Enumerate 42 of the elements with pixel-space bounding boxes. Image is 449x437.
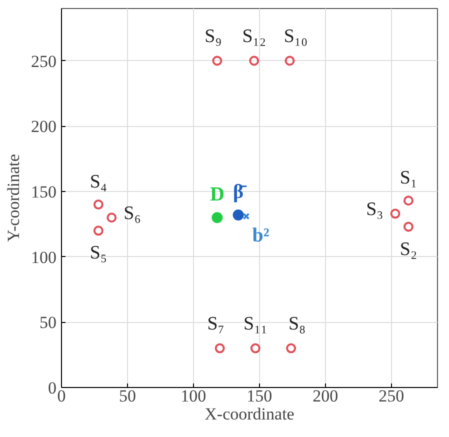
y-tick-label: 200 <box>31 117 56 136</box>
point <box>286 343 296 354</box>
y-tick-label: 250 <box>31 52 56 71</box>
point <box>250 343 260 354</box>
point <box>106 212 117 223</box>
series-label: b² <box>252 224 270 246</box>
annotation: S₁₂ <box>242 26 266 47</box>
y-tick-label: 150 <box>31 182 56 202</box>
point <box>403 222 414 232</box>
point <box>93 226 104 236</box>
y-axis-title: Y-coordinate <box>4 154 23 242</box>
x-axis-title: X-coordinate <box>204 404 294 424</box>
point <box>284 56 295 66</box>
x-tick-label: 250 <box>378 386 404 406</box>
y-tick-label: 50 <box>40 313 56 332</box>
point <box>212 212 223 224</box>
point <box>232 210 244 220</box>
annotation: S₁ <box>400 168 418 189</box>
y-tick-label: 100 <box>31 248 56 267</box>
annotation: S₈ <box>288 313 306 334</box>
point <box>212 56 222 66</box>
point <box>403 196 414 206</box>
x-tick-label: 50 <box>118 386 136 406</box>
point <box>242 212 250 220</box>
annotation: S₉ <box>204 26 222 47</box>
point <box>93 200 104 210</box>
annotation: S₁₁ <box>244 313 268 334</box>
annotation: S₇ <box>207 313 224 334</box>
series-label: D <box>210 184 224 206</box>
annotation: S₃ <box>366 199 384 220</box>
x-tick-label: 150 <box>246 386 272 406</box>
annotation: S₆ <box>124 203 141 224</box>
x-tick-label: 100 <box>180 386 206 406</box>
point <box>249 56 260 66</box>
x-tick-label: 200 <box>312 386 338 406</box>
point <box>390 208 400 219</box>
series-label: β̄ <box>233 180 248 203</box>
point <box>214 343 225 354</box>
annotation: S₁₀ <box>284 26 308 47</box>
annotation: S₂ <box>400 238 418 260</box>
annotation: S₅ <box>90 242 108 264</box>
annotation: S₄ <box>90 172 108 193</box>
